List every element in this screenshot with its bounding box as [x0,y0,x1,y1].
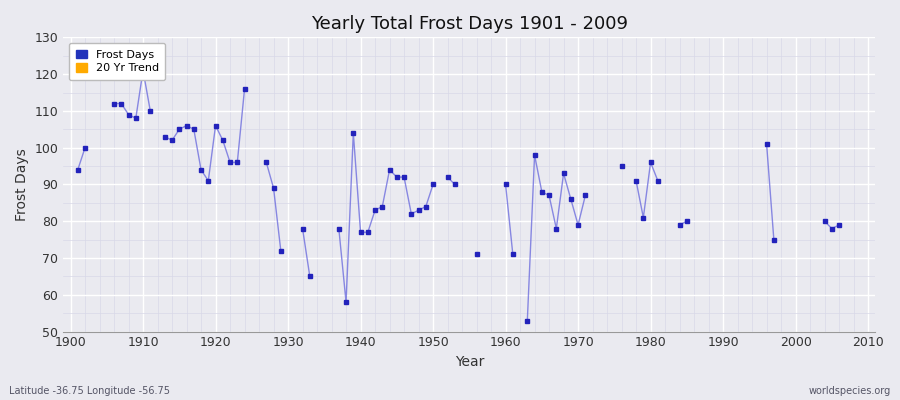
Title: Yearly Total Frost Days 1901 - 2009: Yearly Total Frost Days 1901 - 2009 [310,15,628,33]
Y-axis label: Frost Days: Frost Days [15,148,29,221]
Text: worldspecies.org: worldspecies.org [809,386,891,396]
Legend: Frost Days, 20 Yr Trend: Frost Days, 20 Yr Trend [68,43,166,80]
X-axis label: Year: Year [454,355,484,369]
Text: Latitude -36.75 Longitude -56.75: Latitude -36.75 Longitude -56.75 [9,386,170,396]
